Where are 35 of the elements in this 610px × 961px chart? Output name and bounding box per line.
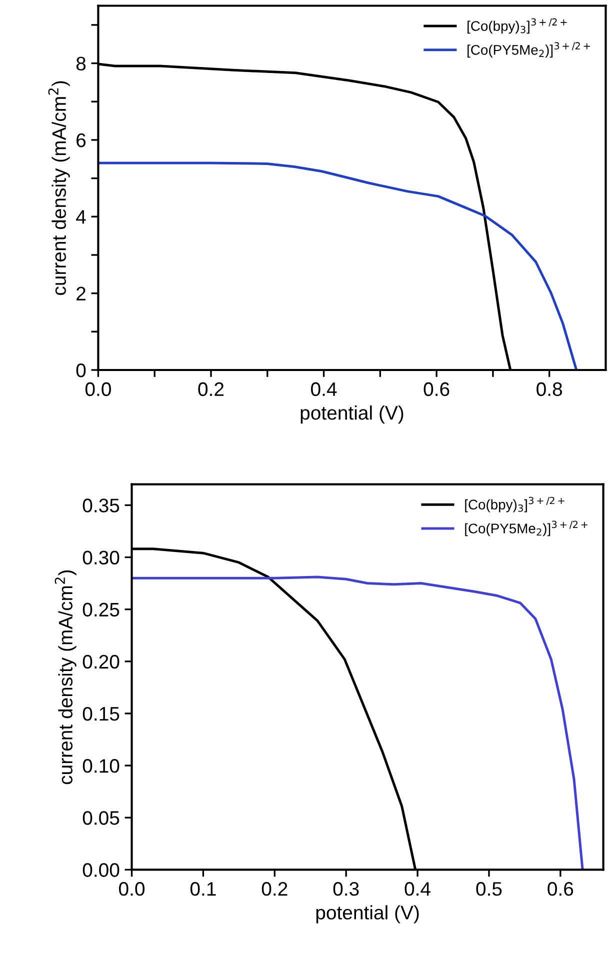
x-tick-label: 0.1 <box>190 882 216 896</box>
legend-label: [Co(PY5Me$_{2}$)]$^{3+/2+}$ <box>468 42 590 58</box>
x-tick-label: 0.0 <box>119 882 145 896</box>
y-tick-label: 0.05 <box>82 811 120 825</box>
y-tick-label: 0.35 <box>82 498 120 512</box>
x-tick-label: 0.2 <box>198 382 224 396</box>
x-tick-label: 0.2 <box>262 882 288 896</box>
x-tick-label: 0.6 <box>424 382 450 396</box>
x-tick-label: 0.8 <box>536 382 562 396</box>
y-tick-label: 0.10 <box>82 759 120 773</box>
y-tick-label: 0.20 <box>82 654 120 669</box>
y-tick-label: 0.15 <box>82 706 120 721</box>
y-tick-label: 2 <box>76 286 86 300</box>
y-axis-title: current density (mA/cm$^{2}$) <box>48 81 70 295</box>
y-tick-label: 0.30 <box>82 550 120 564</box>
x-tick-label: 0.6 <box>548 882 574 896</box>
x-axis-title: potential (V) <box>316 905 419 924</box>
y-tick-label: 0.25 <box>82 602 120 617</box>
y-axis-title: current density (mA/cm$^{2}$) <box>54 570 76 784</box>
y-tick-label: 0 <box>76 363 86 378</box>
x-tick-label: 0.4 <box>404 882 430 896</box>
x-tick-label: 0.3 <box>333 882 359 896</box>
x-axis-title: potential (V) <box>300 405 404 424</box>
line-series <box>132 576 584 870</box>
legend-label: [Co(bpy)$_{3}$]$^{3+/2+}$ <box>465 496 564 512</box>
x-tick-label: 0.4 <box>311 382 337 396</box>
x-tick-label: 0.0 <box>85 382 111 396</box>
y-tick-label: 6 <box>76 133 86 148</box>
legend-label: [Co(PY5Me$_{2}$)]$^{3+/2+}$ <box>465 520 588 536</box>
y-tick-label: 0.00 <box>82 863 120 877</box>
y-tick-label: 8 <box>76 56 86 71</box>
legend-label: [Co(bpy)$_{3}$]$^{3+/2+}$ <box>468 18 567 34</box>
y-tick-label: 4 <box>76 210 86 224</box>
line-series <box>98 162 578 370</box>
x-tick-label: 0.5 <box>476 882 502 896</box>
